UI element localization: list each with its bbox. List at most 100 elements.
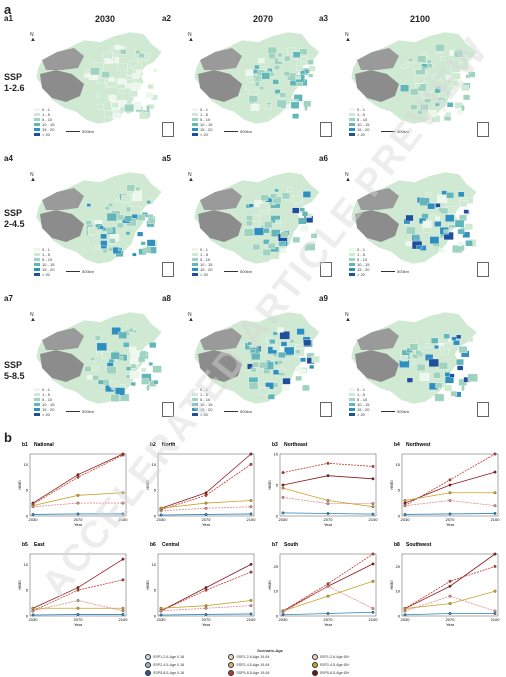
district-cell (304, 69, 310, 74)
district-cell (440, 207, 449, 215)
district-cell (457, 191, 465, 198)
legend-swatch (349, 408, 355, 411)
district-cell (147, 84, 154, 90)
ssp-row-label-3: SSP 5-8.5 (4, 360, 25, 381)
legend-label: 10 - 15 (42, 402, 55, 407)
district-cell (269, 339, 276, 345)
island (461, 385, 465, 391)
district-cell (278, 367, 285, 373)
data-point (371, 610, 375, 614)
district-cell (280, 248, 287, 254)
data-point (326, 612, 330, 615)
district-cell (434, 221, 442, 227)
data-point (204, 588, 208, 592)
district-cell (435, 216, 440, 221)
x-tick-label: 2070 (446, 517, 456, 522)
map-legend-item: 5 - 10 (192, 117, 212, 122)
district-cell (299, 207, 305, 212)
legend-label: > 20 (200, 272, 208, 277)
legend-label: 1 - 5 (42, 252, 51, 257)
district-cell (428, 358, 439, 367)
district-cell (269, 251, 280, 260)
y-axis-label: HBEI (17, 580, 22, 589)
district-cell (438, 362, 448, 370)
district-cell (246, 220, 253, 226)
district-cell (259, 203, 269, 211)
district-cell (129, 357, 139, 365)
district-cell (95, 245, 100, 250)
scale-bar: 500km (224, 409, 252, 414)
data-point (204, 491, 208, 495)
district-cell (102, 248, 108, 254)
legend-label: SSP2-4.5-Age 19-64 (236, 663, 270, 667)
plot-frame (279, 453, 377, 517)
data-point (493, 609, 497, 613)
y-axis-label: HBEI (389, 580, 394, 589)
data-point (249, 499, 253, 502)
legend-label: 10 - 15 (357, 402, 370, 407)
data-point (326, 474, 330, 478)
legend-swatch (34, 128, 40, 131)
legend-label: SSP1-2.6-Age 19-64 (236, 655, 270, 659)
scale-label: 500km (397, 409, 410, 414)
district-cell (130, 206, 141, 215)
legend-swatch (34, 388, 40, 391)
x-tick-label: 2030 (157, 517, 167, 522)
x-tick-label: 2100 (491, 517, 501, 522)
year-header-2070: 2070 (253, 14, 274, 24)
district-cell (148, 362, 153, 366)
scale-label: 500km (82, 409, 95, 414)
legend-label: 10 - 15 (200, 122, 213, 127)
district-cell (281, 192, 290, 200)
x-tick-label: 2030 (401, 517, 411, 522)
district-cell (86, 375, 93, 380)
chart-panel-id: b4 (394, 442, 400, 448)
district-cell (104, 58, 110, 63)
legend-label: 1 - 5 (357, 252, 366, 257)
china-map (193, 311, 321, 405)
scenario-legend-title: Scenario-Age (257, 648, 283, 653)
x-axis-label: Year (202, 622, 211, 627)
china-map (193, 171, 321, 265)
legend-label: > 20 (200, 412, 208, 417)
scale-bar: 500km (66, 269, 94, 274)
legend-marker (145, 662, 151, 668)
data-point (493, 452, 497, 456)
legend-swatch (34, 263, 40, 266)
map-panel-label: a3 (319, 14, 328, 23)
district-cell (440, 56, 446, 61)
no-data-region (40, 70, 84, 102)
district-cell (444, 372, 451, 377)
chart-svg: b3 Northeast 0 5 10 2030 2070 2100 Year HBEI (267, 442, 378, 527)
legend-marker (311, 670, 318, 676)
legend-swatch (34, 253, 40, 256)
legend-label: 0 - 1 (200, 387, 209, 392)
legend-label: 0 - 1 (357, 107, 366, 112)
district-cell (300, 225, 309, 232)
data-point (159, 609, 163, 613)
district-cell (84, 73, 89, 78)
north-label: N (30, 312, 34, 318)
district-cell (129, 346, 137, 353)
map-legend-item: 0 - 1 (349, 387, 369, 392)
legend-swatch (34, 268, 40, 271)
data-point (31, 609, 35, 613)
district-cell (444, 376, 454, 384)
district-cell (296, 64, 304, 71)
legend-marker (311, 654, 318, 660)
data-point (281, 483, 285, 487)
legend-swatch (349, 258, 355, 261)
district-cell (108, 94, 117, 102)
x-axis-label: Year (324, 522, 333, 527)
map-panel-label: a7 (4, 294, 13, 303)
district-cell (138, 53, 145, 58)
y-tick-label: 10 (24, 462, 29, 467)
district-cell (255, 76, 260, 81)
district-cell (123, 342, 130, 348)
legend-swatch (34, 113, 40, 116)
